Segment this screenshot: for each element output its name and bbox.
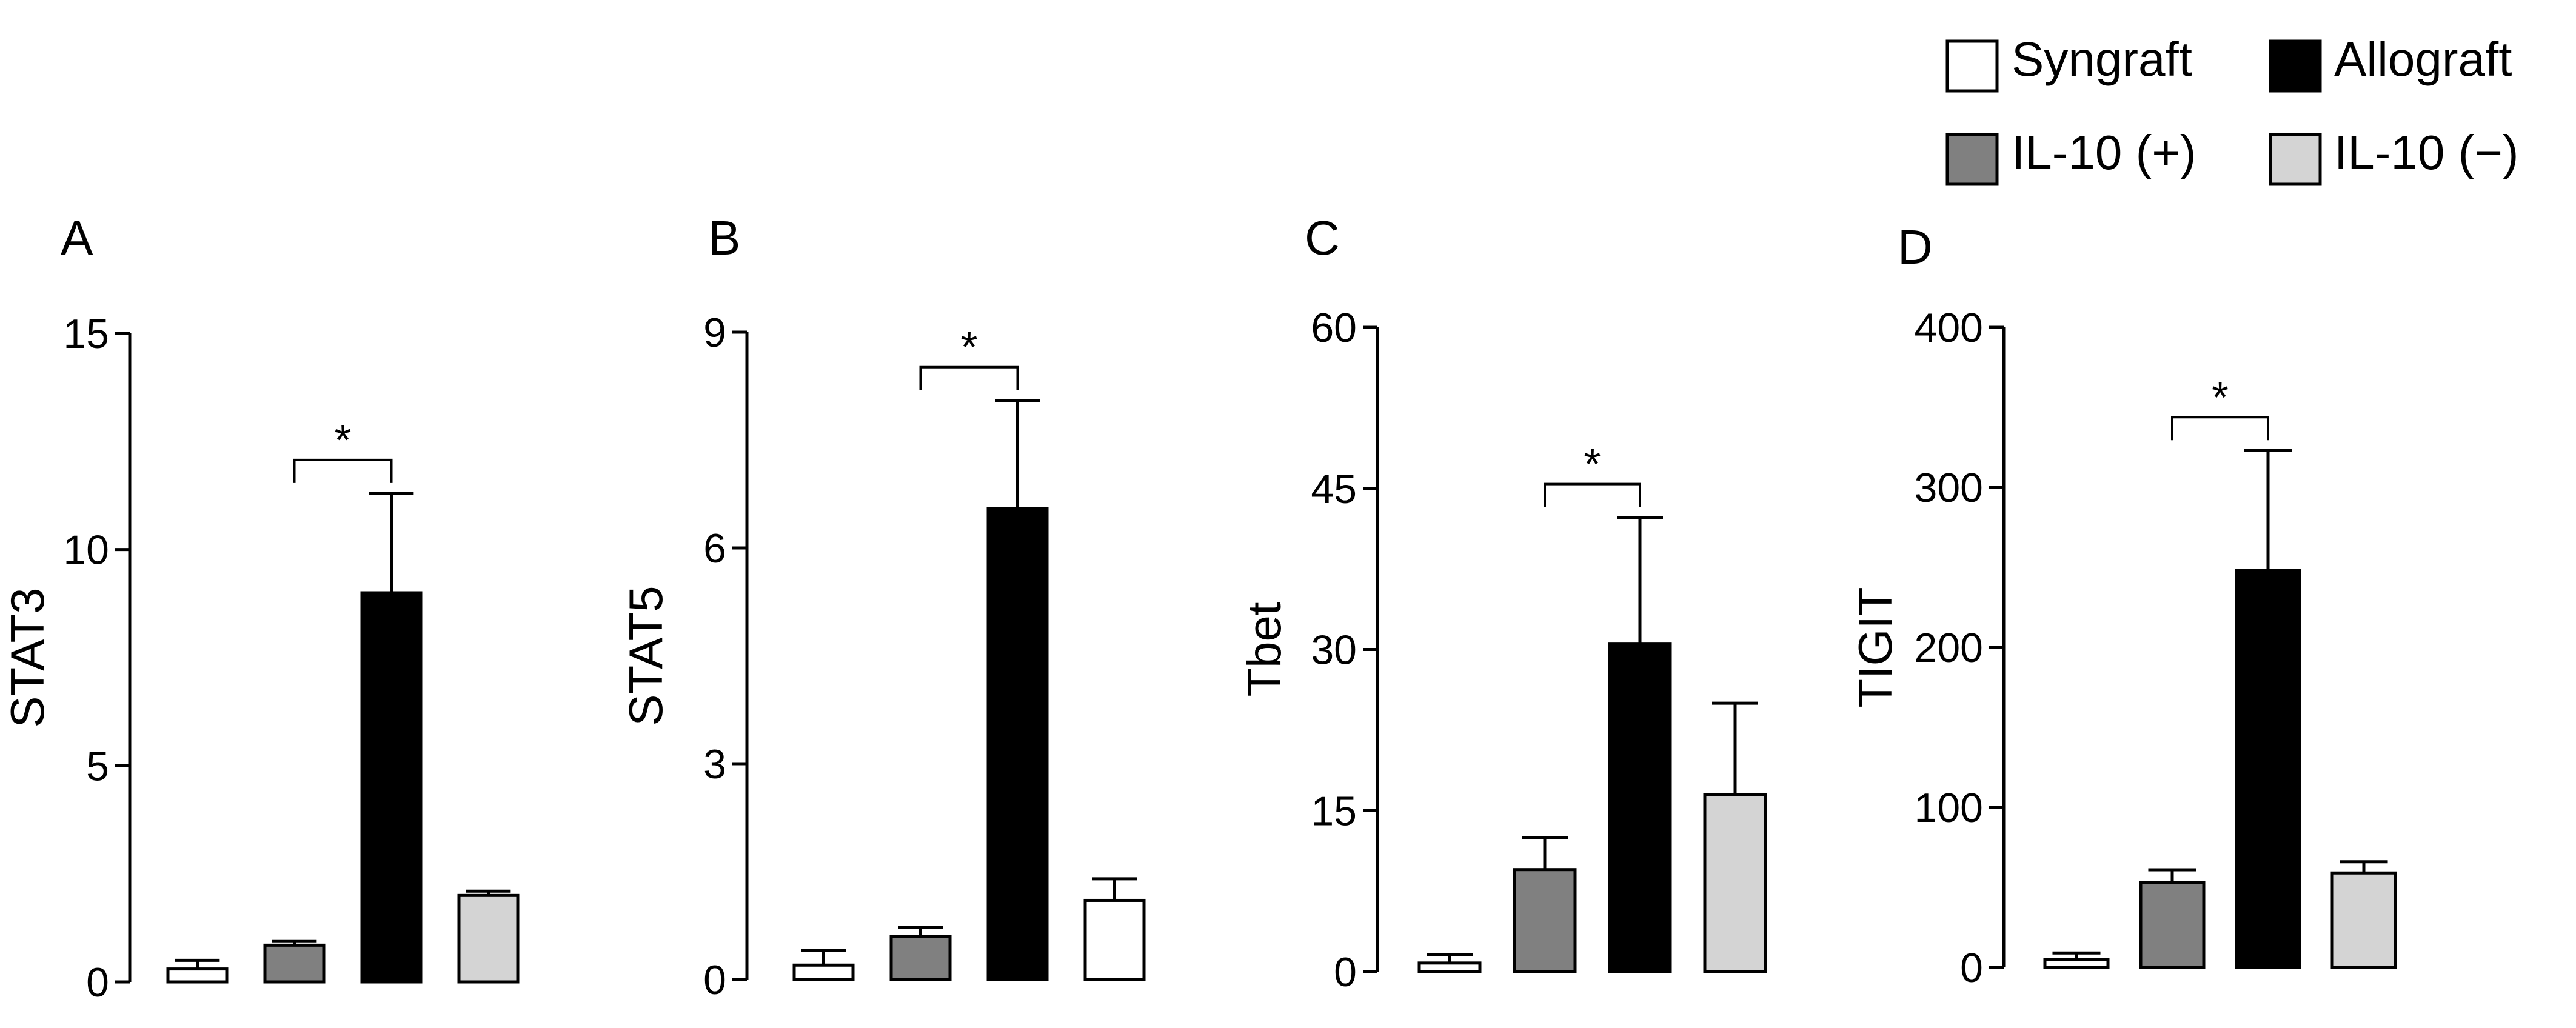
y-tick-label: 5 bbox=[86, 743, 109, 789]
legend-swatch bbox=[2269, 39, 2322, 93]
y-tick-label: 60 bbox=[1311, 305, 1357, 351]
y-tick-label: 0 bbox=[86, 960, 109, 1006]
significance-bracket bbox=[919, 365, 1019, 390]
y-tick-label: 0 bbox=[703, 957, 726, 1003]
bar bbox=[1417, 961, 1482, 973]
y-tick-label: 0 bbox=[1960, 945, 1983, 991]
y-axis-title: TIGIT bbox=[1848, 587, 1902, 707]
bar bbox=[263, 943, 326, 984]
panel-letter: D bbox=[1898, 220, 1933, 274]
bar bbox=[986, 507, 1049, 981]
y-tick-label: 100 bbox=[1915, 785, 1983, 831]
legend-label: Allograft bbox=[2334, 32, 2512, 86]
panel-a: A 0 5 10 15 STAT3 * bbox=[1, 211, 520, 1006]
bar bbox=[457, 893, 520, 984]
panel-letter: C bbox=[1305, 211, 1340, 265]
bar bbox=[2043, 958, 2110, 969]
bar bbox=[2330, 871, 2397, 969]
y-tick-label: 45 bbox=[1311, 466, 1357, 512]
chart-panels: A051015STAT3*B0369STAT5*C015304560Tbet*D… bbox=[1, 211, 2397, 1006]
bar bbox=[1513, 868, 1577, 973]
significance-marker: * bbox=[960, 324, 977, 372]
bar bbox=[2139, 881, 2206, 969]
legend: Syngraft Allograft IL-10 (+) IL-10 (−) bbox=[1945, 32, 2519, 186]
panel-letter: A bbox=[61, 211, 93, 265]
y-axis-title: STAT5 bbox=[619, 586, 672, 726]
y-tick-label: 400 bbox=[1915, 305, 1983, 351]
panel-d: D 0 100 200 300 400 TIGIT * bbox=[1848, 220, 2397, 991]
bar bbox=[889, 935, 952, 981]
legend-label: IL-10 (+) bbox=[2012, 125, 2196, 179]
significance-marker: * bbox=[1584, 441, 1601, 489]
y-tick-label: 6 bbox=[703, 526, 726, 572]
y-axis-title: STAT3 bbox=[1, 587, 54, 727]
y-tick-label: 9 bbox=[703, 310, 726, 356]
y-tick-label: 15 bbox=[1311, 788, 1357, 834]
y-tick-label: 200 bbox=[1915, 625, 1983, 671]
significance-marker: * bbox=[2212, 373, 2229, 422]
y-axis-title: Tbet bbox=[1237, 602, 1291, 696]
legend-swatch bbox=[2269, 133, 2322, 186]
panel-letter: B bbox=[708, 211, 740, 265]
legend-swatch bbox=[1945, 133, 1999, 186]
legend-swatch bbox=[1945, 39, 1999, 93]
panel-b: B 0 3 6 9 STAT5 * bbox=[619, 211, 1146, 1003]
bar bbox=[360, 591, 423, 984]
y-tick-label: 0 bbox=[1334, 949, 1357, 995]
y-tick-label: 10 bbox=[63, 527, 109, 573]
significance-bracket bbox=[2171, 416, 2269, 441]
bar bbox=[1608, 642, 1672, 973]
significance-marker: * bbox=[334, 416, 351, 465]
bar bbox=[1083, 898, 1146, 981]
panel-c: C 0 15 30 45 60 Tbet * bbox=[1237, 211, 1767, 995]
bar bbox=[2235, 569, 2301, 969]
y-tick-label: 30 bbox=[1311, 627, 1357, 673]
significance-bracket bbox=[1544, 482, 1641, 507]
bar bbox=[792, 963, 855, 981]
y-tick-label: 3 bbox=[703, 741, 726, 787]
significance-bracket bbox=[293, 458, 393, 483]
legend-label: IL-10 (−) bbox=[2334, 125, 2519, 179]
legend-label: Syngraft bbox=[2012, 32, 2192, 86]
y-tick-label: 300 bbox=[1915, 465, 1983, 511]
bar bbox=[166, 967, 229, 984]
y-tick-label: 15 bbox=[63, 311, 109, 357]
bar bbox=[1703, 793, 1767, 973]
